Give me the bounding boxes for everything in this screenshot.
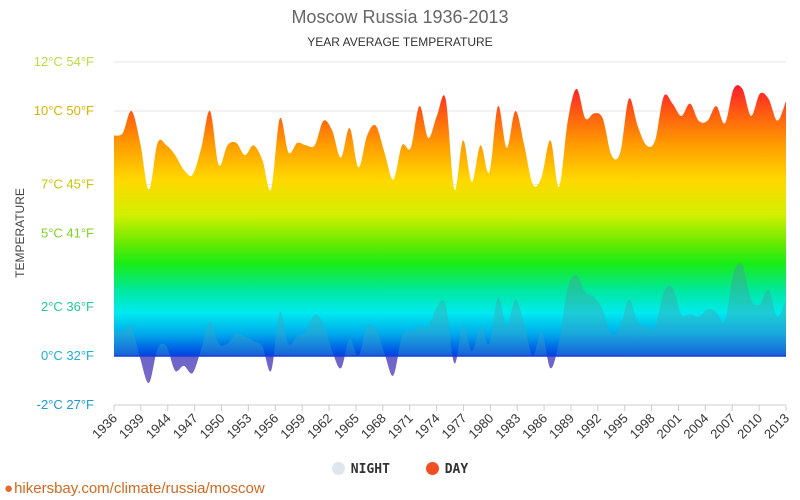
x-tick-label: 1939: [116, 411, 147, 442]
area-layer: [114, 85, 786, 383]
x-tick-label: 1959: [277, 411, 308, 442]
legend-day-label: DAY: [444, 462, 469, 477]
day-area: [114, 85, 786, 357]
y-tick-label: -2°C 27°F: [37, 397, 94, 412]
y-tick-label: 7°C 45°F: [41, 177, 94, 192]
legend: NIGHT DAY: [0, 462, 800, 477]
chart-title: Moscow Russia 1936-2013: [291, 7, 509, 27]
x-tick-label: 1986: [519, 411, 550, 442]
x-tick-label: 1998: [627, 411, 658, 442]
x-tick-label: 1950: [197, 411, 228, 442]
x-tick-label: 2004: [680, 411, 711, 442]
x-tick-label: 1974: [412, 411, 443, 442]
x-tick-label: 1995: [600, 411, 631, 442]
y-tick-label: 5°C 41°F: [41, 226, 94, 241]
night-area-below: [114, 356, 786, 383]
x-tick-label: 1983: [492, 411, 523, 442]
x-tick-label: 1936: [89, 411, 120, 442]
x-tick-label: 2013: [761, 411, 792, 442]
chart-subtitle: YEAR AVERAGE TEMPERATURE: [307, 35, 493, 49]
y-tick-label: 0°C 32°F: [41, 348, 94, 363]
x-tick-label: 1965: [331, 411, 362, 442]
x-tick-label: 1956: [250, 411, 281, 442]
legend-night-swatch: [331, 462, 345, 475]
legend-item-night[interactable]: NIGHT: [331, 462, 390, 477]
source-link[interactable]: ●hikersbay.com/climate/russia/moscow: [4, 480, 265, 497]
x-tick-label: 1992: [573, 411, 604, 442]
y-axis-label: TEMPERATURE: [13, 188, 27, 278]
x-tick-label: 1944: [143, 411, 174, 442]
legend-night-label: NIGHT: [350, 462, 390, 477]
legend-item-day[interactable]: DAY: [425, 462, 469, 477]
x-tick-label: 1989: [546, 411, 577, 442]
y-tick-label: 10°C 50°F: [34, 103, 94, 118]
x-tick-label: 2001: [654, 411, 685, 442]
legend-day-swatch: [425, 462, 439, 475]
x-tick-label: 1971: [385, 411, 416, 442]
source-text: hikersbay.com/climate/russia/moscow: [14, 480, 265, 497]
x-tick-label: 1968: [358, 411, 389, 442]
x-tick-label: 2007: [707, 411, 738, 442]
x-tick-label: 1977: [439, 411, 470, 442]
map-pin-icon: ●: [4, 480, 14, 497]
night-area-above: [114, 263, 786, 356]
x-tick-label: 1980: [465, 411, 496, 442]
x-tick-label: 1953: [223, 411, 254, 442]
y-tick-label: 12°C 54°F: [34, 54, 94, 69]
x-tick-label: 1962: [304, 411, 335, 442]
y-tick-label: 2°C 36°F: [41, 299, 94, 314]
x-tick-label: 2010: [734, 411, 765, 442]
x-tick-label: 1947: [170, 411, 201, 442]
